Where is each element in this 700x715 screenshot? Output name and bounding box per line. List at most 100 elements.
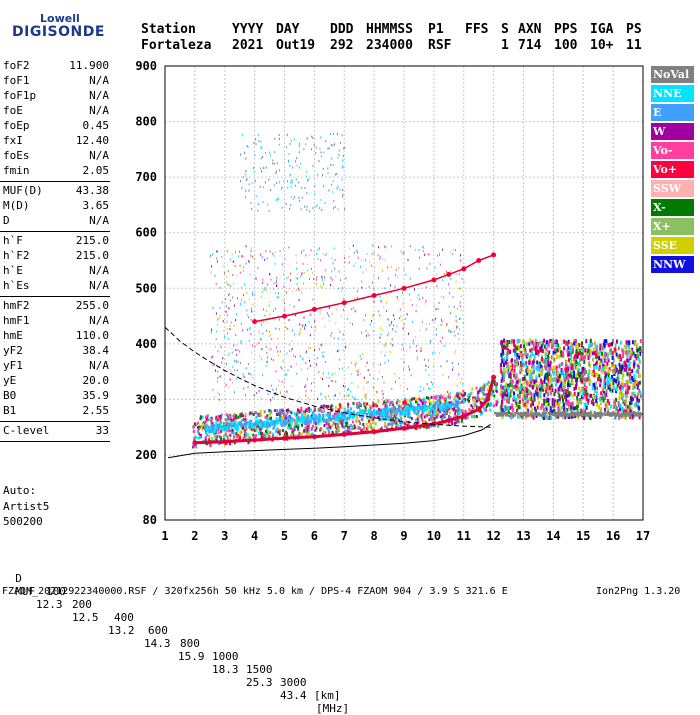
echo-point bbox=[627, 385, 630, 390]
echo-point bbox=[219, 422, 222, 427]
echo-point bbox=[417, 405, 420, 410]
echo-point bbox=[388, 418, 390, 422]
echo-point bbox=[462, 397, 465, 401]
echo-point bbox=[425, 364, 427, 367]
echo-point bbox=[580, 413, 584, 416]
echo-point bbox=[434, 403, 437, 408]
footer-muf-value-7: 25.3 bbox=[246, 676, 273, 689]
echo-point bbox=[308, 419, 311, 424]
echo-point bbox=[369, 409, 372, 414]
echo-point bbox=[239, 250, 240, 253]
echo-point bbox=[366, 381, 367, 384]
echo-point bbox=[489, 408, 492, 412]
echo-point bbox=[374, 403, 377, 406]
echo-point bbox=[490, 403, 493, 407]
echo-point bbox=[427, 411, 430, 415]
echo-point bbox=[254, 420, 257, 425]
echo-point bbox=[289, 142, 291, 145]
echo-point bbox=[575, 366, 578, 370]
echo-point bbox=[543, 398, 546, 403]
echo-point bbox=[282, 247, 284, 250]
echo-point bbox=[227, 418, 229, 422]
echo-point bbox=[371, 411, 374, 416]
echo-point bbox=[298, 287, 299, 290]
echo-point bbox=[302, 410, 305, 414]
echo-point bbox=[260, 397, 262, 400]
echo-point bbox=[606, 401, 609, 406]
echo-point bbox=[234, 414, 237, 418]
echo-point bbox=[551, 398, 554, 402]
echo-point bbox=[458, 397, 461, 400]
param-row: hmF2 255.0 bbox=[3, 299, 109, 313]
echo-point bbox=[199, 417, 202, 421]
footer-distance-value-6: 1000 bbox=[212, 650, 239, 663]
echo-point bbox=[360, 409, 363, 414]
y-tick-label: 80 bbox=[143, 513, 157, 527]
echo-point bbox=[556, 355, 559, 360]
echo-point bbox=[533, 356, 536, 361]
echo-point bbox=[560, 380, 563, 385]
echo-point bbox=[559, 414, 563, 417]
echo-point bbox=[248, 183, 250, 186]
echo-point bbox=[221, 361, 223, 364]
echo-point bbox=[582, 408, 585, 413]
echo-point bbox=[561, 394, 564, 399]
echo-point bbox=[500, 412, 504, 415]
echo-point bbox=[502, 346, 505, 351]
echo-point bbox=[234, 426, 237, 431]
param-row: foE N/A bbox=[3, 104, 109, 118]
echo-point bbox=[342, 421, 345, 425]
param-value: N/A bbox=[89, 264, 109, 277]
echo-point bbox=[553, 392, 556, 397]
echo-point bbox=[479, 412, 482, 416]
legend-item-nnw: NNW bbox=[651, 256, 694, 273]
echo-point bbox=[248, 316, 250, 319]
echo-point bbox=[270, 278, 272, 281]
echo-point bbox=[382, 412, 385, 417]
echo-point bbox=[540, 357, 543, 362]
echo-point bbox=[277, 337, 279, 340]
echo-point bbox=[273, 184, 275, 187]
echo-point bbox=[379, 314, 381, 317]
echo-point bbox=[287, 180, 288, 183]
echo-point bbox=[280, 366, 282, 369]
echo-point bbox=[401, 343, 403, 346]
echo-point bbox=[303, 249, 305, 252]
echo-point bbox=[390, 407, 393, 412]
echo-point bbox=[262, 166, 264, 169]
echo-point bbox=[235, 319, 237, 321]
echo-point bbox=[420, 347, 422, 349]
param-name: h`E bbox=[3, 264, 23, 277]
echo-point bbox=[241, 286, 243, 289]
echo-point bbox=[531, 347, 534, 352]
echo-point bbox=[629, 401, 631, 406]
echo-point bbox=[508, 382, 511, 387]
echo-point bbox=[449, 277, 451, 280]
echo-point bbox=[270, 357, 272, 360]
echo-point bbox=[612, 383, 615, 388]
echo-point bbox=[196, 425, 199, 429]
echo-point bbox=[532, 364, 535, 369]
echo-point bbox=[359, 355, 361, 357]
echo-point bbox=[560, 414, 564, 416]
echo-point bbox=[444, 272, 445, 275]
echo-point bbox=[384, 401, 387, 405]
echo-point bbox=[432, 400, 435, 404]
echo-point bbox=[507, 414, 511, 417]
echo-point bbox=[363, 402, 366, 406]
echo-point bbox=[310, 428, 313, 431]
echo-point bbox=[398, 377, 400, 379]
echo-point bbox=[208, 438, 211, 442]
echo-point bbox=[509, 389, 512, 394]
echo-point bbox=[390, 342, 392, 345]
echo-point bbox=[505, 382, 508, 387]
echo-point bbox=[503, 406, 506, 411]
echo-point bbox=[231, 423, 234, 427]
echo-point bbox=[518, 355, 521, 360]
echo-point bbox=[262, 186, 264, 189]
echo-point bbox=[304, 426, 307, 430]
echo-point bbox=[324, 431, 327, 435]
echo-point bbox=[571, 380, 574, 385]
echo-point bbox=[430, 416, 432, 420]
echo-point bbox=[272, 252, 274, 255]
